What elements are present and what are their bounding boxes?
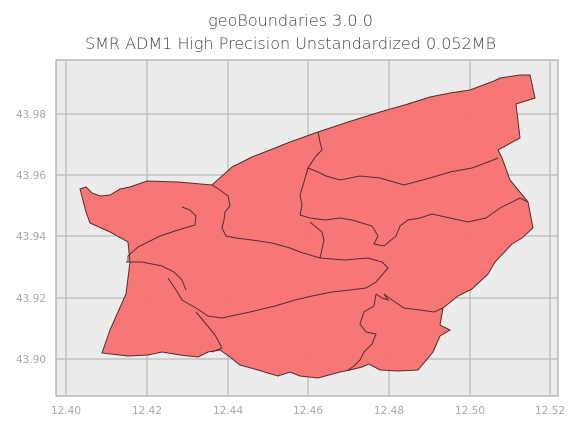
y-tick-label: 43.90 (16, 354, 46, 366)
internal-borders (126, 131, 529, 371)
chart-title: geoBoundaries 3.0.0 (208, 11, 373, 30)
chart-subtitle: SMR ADM1 High Precision Unstandardized 0… (84, 34, 497, 53)
x-tick-label: 12.46 (293, 405, 323, 417)
x-tick-label: 12.40 (51, 405, 81, 417)
border-line (309, 221, 325, 259)
border-line (375, 293, 390, 301)
y-tick-label: 43.94 (16, 231, 46, 243)
border-line (299, 197, 529, 247)
border-line (167, 267, 389, 319)
x-axis: 12.40 12.42 12.44 12.46 12.48 12.50 12.5… (51, 405, 565, 417)
y-tick-label: 43.92 (16, 293, 46, 305)
border-line (127, 206, 197, 262)
y-tick-label: 43.96 (16, 170, 46, 182)
x-tick-label: 12.42 (132, 405, 162, 417)
border-line (235, 237, 389, 269)
y-tick-label: 43.98 (16, 109, 46, 121)
border-line (211, 184, 237, 239)
border-line (383, 293, 444, 313)
country-outline (79, 74, 536, 379)
x-tick-label: 12.50 (455, 405, 485, 417)
x-tick-label: 12.52 (535, 405, 565, 417)
border-line (126, 261, 187, 291)
x-tick-label: 12.44 (213, 405, 243, 417)
border-line (307, 157, 499, 186)
y-axis: 43.98 43.96 43.94 43.92 43.90 (16, 109, 46, 366)
border-line (195, 311, 223, 353)
x-tick-label: 12.48 (374, 405, 404, 417)
border-line (347, 293, 377, 371)
